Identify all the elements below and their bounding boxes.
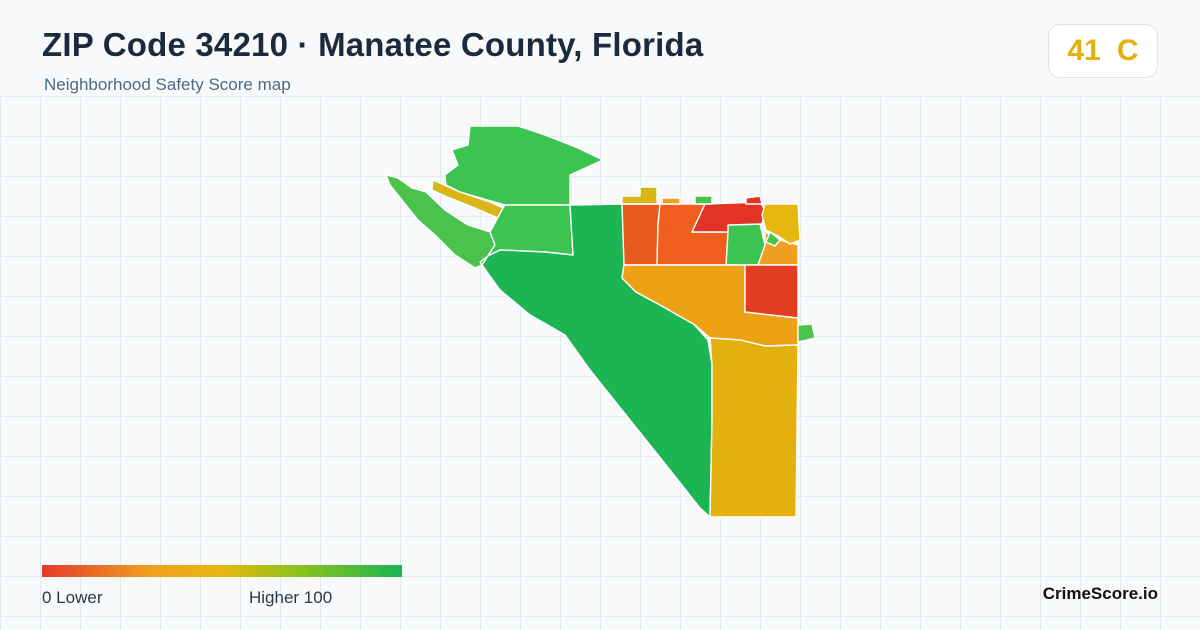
legend-max-label: Higher 100 [249,588,333,607]
map-region-south-key-tract[interactable] [481,203,713,518]
page-title: ZIP Code 34210 · Manatee County, Florida [42,26,704,63]
header-band [0,0,1200,96]
map-region-northeast-nub-orange[interactable] [661,197,681,205]
map-region-northeast-red-west[interactable] [621,203,661,266]
score-badge: 41 C [1048,24,1158,78]
score-value: 41 [1067,34,1101,67]
score-grade: C [1116,34,1139,67]
map-region-northeast-yellow-corner[interactable] [761,203,801,245]
map-region-northeast-nub-yellow[interactable] [621,186,658,205]
legend-min-label: 0 Lower [42,588,103,607]
map-region-northeast-green-pocket[interactable] [765,231,781,247]
map-region-east-green-sliver[interactable] [797,323,816,343]
map-region-north-key-tract[interactable] [444,125,604,206]
brand-logo-text[interactable]: CrimeScore.io [1042,584,1158,603]
legend-gradient-bar [42,565,402,577]
map-region-east-red-tract[interactable] [744,264,799,319]
map-region-southeast-yellow-tract[interactable] [709,337,799,518]
page-subtitle: Neighborhood Safety Score map [44,75,291,94]
map-region-northeast-nub-green[interactable] [694,195,713,205]
map-region-east-small-tract[interactable] [725,223,766,266]
legend-gradient-fill [42,565,402,577]
map-region-northeast-nub-red[interactable] [745,195,763,205]
